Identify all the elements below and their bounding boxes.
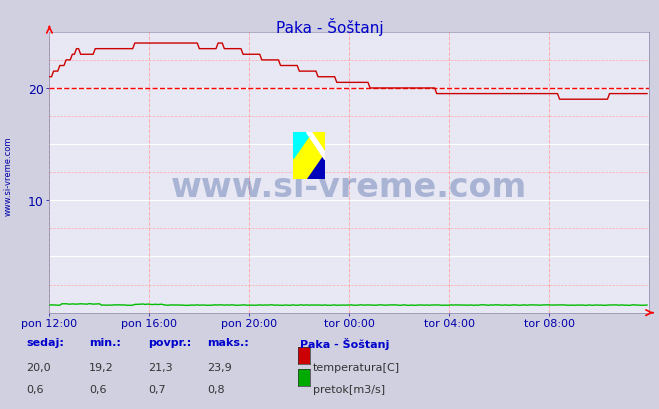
Polygon shape (293, 133, 310, 159)
Text: 19,2: 19,2 (89, 362, 114, 372)
Text: 0,6: 0,6 (26, 384, 44, 394)
Text: min.:: min.: (89, 337, 121, 347)
Text: povpr.:: povpr.: (148, 337, 192, 347)
Text: sedaj:: sedaj: (26, 337, 64, 347)
Text: 0,7: 0,7 (148, 384, 166, 394)
Text: temperatura[C]: temperatura[C] (313, 362, 400, 372)
Text: maks.:: maks.: (208, 337, 249, 347)
Text: www.si-vreme.com: www.si-vreme.com (171, 171, 527, 203)
Polygon shape (308, 154, 325, 180)
Text: Paka - Šoštanj: Paka - Šoštanj (275, 18, 384, 36)
Text: 23,9: 23,9 (208, 362, 233, 372)
Polygon shape (306, 133, 325, 160)
Text: Paka - Šoštanj: Paka - Šoštanj (300, 337, 389, 349)
Text: 20,0: 20,0 (26, 362, 51, 372)
Text: www.si-vreme.com: www.si-vreme.com (3, 136, 13, 216)
Text: 21,3: 21,3 (148, 362, 173, 372)
Text: 0,6: 0,6 (89, 384, 107, 394)
Text: pretok[m3/s]: pretok[m3/s] (313, 384, 385, 394)
Text: 0,8: 0,8 (208, 384, 225, 394)
